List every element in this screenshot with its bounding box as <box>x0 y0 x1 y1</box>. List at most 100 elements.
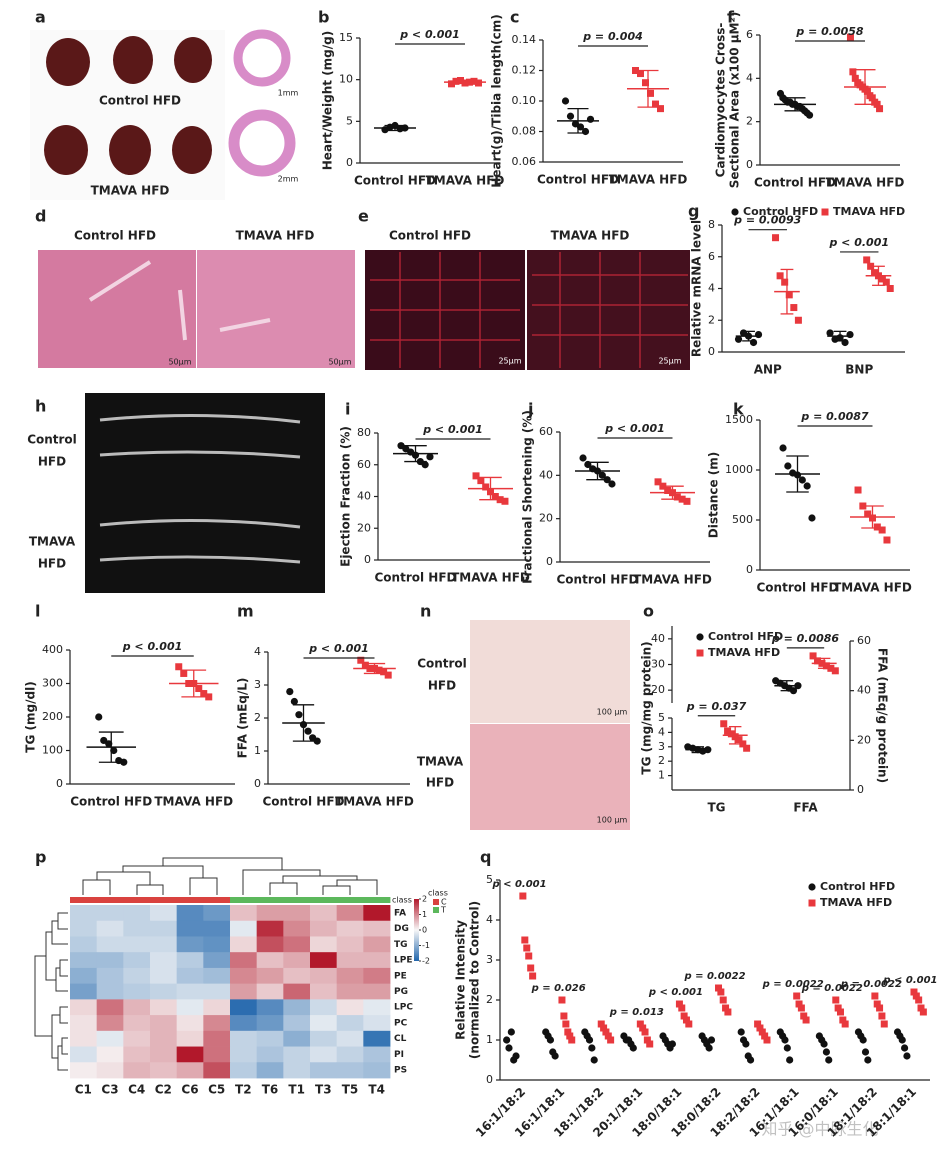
x-tick-label: TMAVA HFD <box>609 173 688 187</box>
heatmap-cell <box>310 936 338 953</box>
data-point <box>912 992 920 1000</box>
data-point <box>820 1040 828 1048</box>
heatmap-cell <box>176 983 204 1000</box>
data-point <box>876 105 884 113</box>
y-tick-label: 5 <box>658 711 665 724</box>
heatmap-cell <box>336 983 364 1000</box>
data-point <box>724 727 732 735</box>
heatmap-cell <box>363 999 391 1016</box>
y-axis-label: (normalized to Control) <box>468 901 482 1059</box>
y-tick-label: 20 <box>857 733 871 746</box>
y-tick-label: 0 <box>857 783 864 796</box>
data-point <box>564 1028 572 1036</box>
data-point <box>180 669 188 677</box>
legend-label: Control HFD <box>743 205 818 218</box>
class-bar <box>176 897 204 903</box>
x-tick-label: TMAVA HFD <box>633 573 712 587</box>
data-point <box>831 667 839 675</box>
data-point <box>809 652 817 660</box>
heatmap-cell <box>336 936 364 953</box>
row-label: PI <box>394 1050 404 1060</box>
heatmap-cell <box>363 920 391 937</box>
colorbar-label: 0 <box>422 926 427 935</box>
y-tick-label: 3 <box>658 740 665 753</box>
scale-bar: 2mm <box>278 175 299 184</box>
data-point <box>475 79 482 87</box>
heatmap-cell <box>176 920 204 937</box>
panel-letter: k <box>733 400 744 419</box>
heatmap-cell <box>283 999 311 1016</box>
y-tick-label: 0 <box>746 563 753 576</box>
label: Control HFD <box>99 94 181 108</box>
heatmap-cell <box>363 1015 391 1032</box>
heatmap-cell <box>96 1046 124 1063</box>
x-tick-label: Control HFD <box>375 571 457 585</box>
data-point <box>657 105 664 113</box>
x-tick-label: Control HFD <box>537 173 619 187</box>
heatmap-cell <box>96 999 124 1016</box>
data-point <box>761 1032 769 1040</box>
data-point <box>742 1040 750 1048</box>
data-point <box>448 80 455 88</box>
data-point <box>737 1028 745 1036</box>
x-tick-label: TMAVA HFD <box>826 176 905 190</box>
panel-letter: q <box>480 848 491 867</box>
data-point <box>608 480 616 488</box>
panel-letter: g <box>688 202 699 221</box>
data-point <box>290 697 298 706</box>
panel-letter: h <box>35 397 46 416</box>
hearts <box>44 36 212 175</box>
heatmap-cell <box>310 905 338 922</box>
x-tick-label: TMAVA HFD <box>426 174 505 188</box>
p-value: p < 0.001 <box>422 423 483 436</box>
data-point <box>864 510 872 518</box>
y-tick-label: 0 <box>346 156 353 169</box>
row-label: LPC <box>394 1003 413 1013</box>
heatmap-cell <box>150 1030 178 1047</box>
heatmap-cell <box>310 967 338 985</box>
y-tick-label: 15 <box>339 31 353 44</box>
x-tick-label: ANP <box>754 363 782 377</box>
heatmap-cell <box>283 920 311 937</box>
p-value: p = 0.004 <box>582 30 643 43</box>
data-point <box>859 1036 867 1044</box>
heatmap-cell <box>203 1030 231 1047</box>
heatmap-cell <box>176 936 204 953</box>
panel-letter: e <box>358 207 369 226</box>
heatmap-cell <box>230 1046 258 1063</box>
panel-letter: d <box>35 207 46 226</box>
column-label: C6 <box>181 1083 198 1097</box>
data-point <box>898 1036 906 1044</box>
heatmap-cell <box>150 983 178 1000</box>
data-point <box>200 690 208 698</box>
data-point <box>313 737 321 745</box>
heatmap-cell <box>203 1015 231 1032</box>
data-point <box>195 685 203 693</box>
data-point <box>507 1028 515 1036</box>
x-tick-label: Control HFD <box>557 573 639 587</box>
scale-bar: 25μm <box>658 357 681 366</box>
y-tick-label: 1000 <box>725 463 753 476</box>
p-value: p = 0.026 <box>531 983 586 994</box>
heatmap-cell <box>310 920 338 937</box>
y-tick-label: 4 <box>746 71 753 84</box>
data-point <box>873 523 881 531</box>
data-point <box>641 1028 649 1036</box>
data-point <box>546 1036 555 1044</box>
heatmap-cell <box>230 952 258 969</box>
heatmap-cell <box>283 1046 311 1063</box>
heatmap-cell <box>176 1030 204 1047</box>
data-point <box>607 1036 615 1044</box>
data-point <box>886 285 894 292</box>
photo <box>527 250 690 370</box>
class-bar <box>203 897 231 903</box>
heatmap-cell <box>176 1015 204 1032</box>
y-tick-label: 0 <box>56 777 63 790</box>
legend-label: TMAVA HFD <box>833 205 905 218</box>
heatmap-cell <box>70 967 98 985</box>
p-value: p < 0.001 <box>604 422 665 435</box>
y-tick-label: 4 <box>254 645 261 658</box>
column-label: C4 <box>128 1083 145 1097</box>
column-label: T2 <box>235 1083 252 1097</box>
data-point <box>361 661 369 669</box>
